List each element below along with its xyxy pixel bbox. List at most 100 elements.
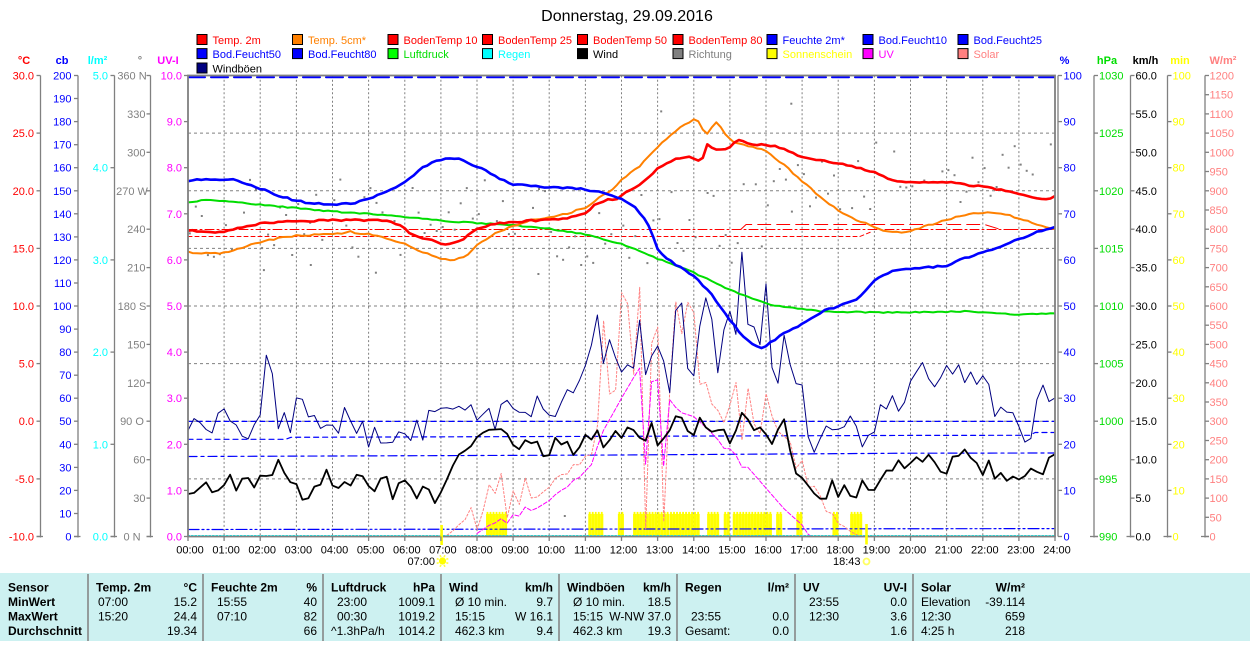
- svg-text:Solar: Solar: [921, 580, 951, 594]
- svg-text:950: 950: [1210, 167, 1228, 179]
- svg-text:2.0: 2.0: [167, 439, 182, 451]
- svg-text:18:43: 18:43: [833, 556, 861, 568]
- svg-text:40: 40: [59, 439, 71, 451]
- svg-text:990: 990: [1099, 532, 1117, 544]
- svg-text:Bod.Feucht50: Bod.Feucht50: [213, 49, 282, 61]
- svg-text:0: 0: [65, 532, 71, 544]
- svg-text:20: 20: [1173, 439, 1185, 451]
- svg-text:3.6: 3.6: [890, 609, 907, 623]
- svg-text:Windböen: Windböen: [213, 64, 263, 76]
- svg-text:900: 900: [1210, 186, 1228, 198]
- svg-text:60: 60: [1173, 255, 1185, 267]
- svg-text:10:00: 10:00: [537, 545, 565, 557]
- svg-text:Sonnenschein: Sonnenschein: [783, 49, 853, 61]
- svg-text:70: 70: [59, 370, 71, 382]
- svg-text:MaxWert: MaxWert: [8, 609, 58, 623]
- svg-text:7.0: 7.0: [167, 209, 182, 221]
- svg-text:210: 210: [127, 263, 145, 275]
- svg-text:35.0: 35.0: [1136, 263, 1157, 275]
- svg-text:10.0: 10.0: [13, 301, 34, 313]
- svg-text:BodenTemp 10: BodenTemp 10: [404, 35, 478, 47]
- svg-text:20.0: 20.0: [1136, 378, 1157, 390]
- svg-text:Bod.Feucht80: Bod.Feucht80: [308, 49, 377, 61]
- svg-text:00:30: 00:30: [337, 609, 367, 623]
- svg-text:82: 82: [304, 609, 318, 623]
- svg-text:55.0: 55.0: [1136, 109, 1157, 121]
- svg-text:W 16.1: W 16.1: [515, 609, 553, 623]
- svg-text:1025: 1025: [1099, 128, 1123, 140]
- svg-text:150: 150: [1210, 474, 1228, 486]
- svg-text:1.0: 1.0: [93, 439, 108, 451]
- svg-text:190: 190: [53, 94, 71, 106]
- svg-text:-5.0: -5.0: [15, 474, 34, 486]
- svg-text:12:30: 12:30: [921, 609, 951, 623]
- svg-text:50: 50: [1210, 512, 1222, 524]
- svg-text:Bod.Feucht10: Bod.Feucht10: [879, 35, 948, 47]
- svg-text:500: 500: [1210, 339, 1228, 351]
- svg-text:330: 330: [127, 109, 145, 121]
- svg-text:1200: 1200: [1210, 71, 1234, 83]
- svg-text:5.0: 5.0: [93, 71, 108, 83]
- svg-text:15.0: 15.0: [1136, 416, 1157, 428]
- svg-text:30: 30: [133, 493, 145, 505]
- svg-text:5.0: 5.0: [1136, 493, 1151, 505]
- svg-text:Temp. 2m: Temp. 2m: [96, 580, 151, 594]
- svg-text:66: 66: [304, 624, 318, 638]
- svg-text:1150: 1150: [1210, 90, 1234, 102]
- svg-text:80: 80: [1064, 163, 1076, 175]
- svg-text:23:55: 23:55: [809, 595, 839, 609]
- svg-text:462.3 km: 462.3 km: [573, 624, 622, 638]
- svg-text:15.2: 15.2: [174, 595, 198, 609]
- svg-text:0 N: 0 N: [123, 532, 140, 544]
- svg-text:150: 150: [127, 339, 145, 351]
- svg-text:60.0: 60.0: [1136, 71, 1157, 83]
- svg-text:550: 550: [1210, 320, 1228, 332]
- svg-text:45.0: 45.0: [1136, 186, 1157, 198]
- svg-text:0.0: 0.0: [19, 416, 34, 428]
- svg-text:15:15: 15:15: [573, 609, 603, 623]
- svg-text:1100: 1100: [1210, 109, 1234, 121]
- svg-text:04:00: 04:00: [321, 545, 349, 557]
- svg-text:06:00: 06:00: [393, 545, 421, 557]
- svg-text:1015: 1015: [1099, 243, 1123, 255]
- svg-text:9.4: 9.4: [536, 624, 553, 638]
- svg-text:450: 450: [1210, 359, 1228, 371]
- svg-text:90: 90: [1064, 117, 1076, 129]
- svg-text:30: 30: [59, 462, 71, 474]
- svg-text:270 W: 270 W: [116, 186, 148, 198]
- svg-text:08:00: 08:00: [465, 545, 493, 557]
- svg-text:2.0: 2.0: [93, 347, 108, 359]
- svg-text:23:55: 23:55: [691, 609, 721, 623]
- svg-text:800: 800: [1210, 224, 1228, 236]
- svg-text:40: 40: [1064, 347, 1076, 359]
- svg-text:120: 120: [127, 378, 145, 390]
- svg-text:Luftdruck: Luftdruck: [404, 49, 450, 61]
- svg-text:360 N: 360 N: [117, 71, 146, 83]
- svg-text:90 O: 90 O: [120, 416, 144, 428]
- svg-text:5.0: 5.0: [167, 301, 182, 313]
- svg-text:80: 80: [59, 347, 71, 359]
- svg-text:20:00: 20:00: [899, 545, 927, 557]
- svg-text:03:00: 03:00: [285, 545, 313, 557]
- svg-text:19.34: 19.34: [167, 624, 197, 638]
- svg-text:70: 70: [1064, 209, 1076, 221]
- svg-text:30.0: 30.0: [1136, 301, 1157, 313]
- svg-text:km/h: km/h: [1133, 55, 1159, 67]
- svg-text:15:15: 15:15: [455, 609, 485, 623]
- svg-text:0.0: 0.0: [772, 624, 789, 638]
- svg-text:18:00: 18:00: [826, 545, 854, 557]
- svg-text:1000: 1000: [1099, 416, 1123, 428]
- svg-text:Regen: Regen: [498, 49, 530, 61]
- svg-text:0: 0: [1064, 532, 1070, 544]
- svg-text:Donnerstag, 29.09.2016: Donnerstag, 29.09.2016: [541, 8, 713, 25]
- svg-text:1000: 1000: [1210, 147, 1234, 159]
- svg-text:462.3 km: 462.3 km: [455, 624, 504, 638]
- svg-text:995: 995: [1099, 474, 1117, 486]
- svg-text:0.0: 0.0: [890, 595, 907, 609]
- svg-text:Feuchte 2m: Feuchte 2m: [211, 580, 278, 594]
- svg-text:1020: 1020: [1099, 186, 1123, 198]
- svg-text:50.0: 50.0: [1136, 147, 1157, 159]
- svg-text:Ø 10 min.: Ø 10 min.: [573, 595, 625, 609]
- svg-text:24:00: 24:00: [1043, 545, 1071, 557]
- svg-text:°C: °C: [184, 580, 198, 594]
